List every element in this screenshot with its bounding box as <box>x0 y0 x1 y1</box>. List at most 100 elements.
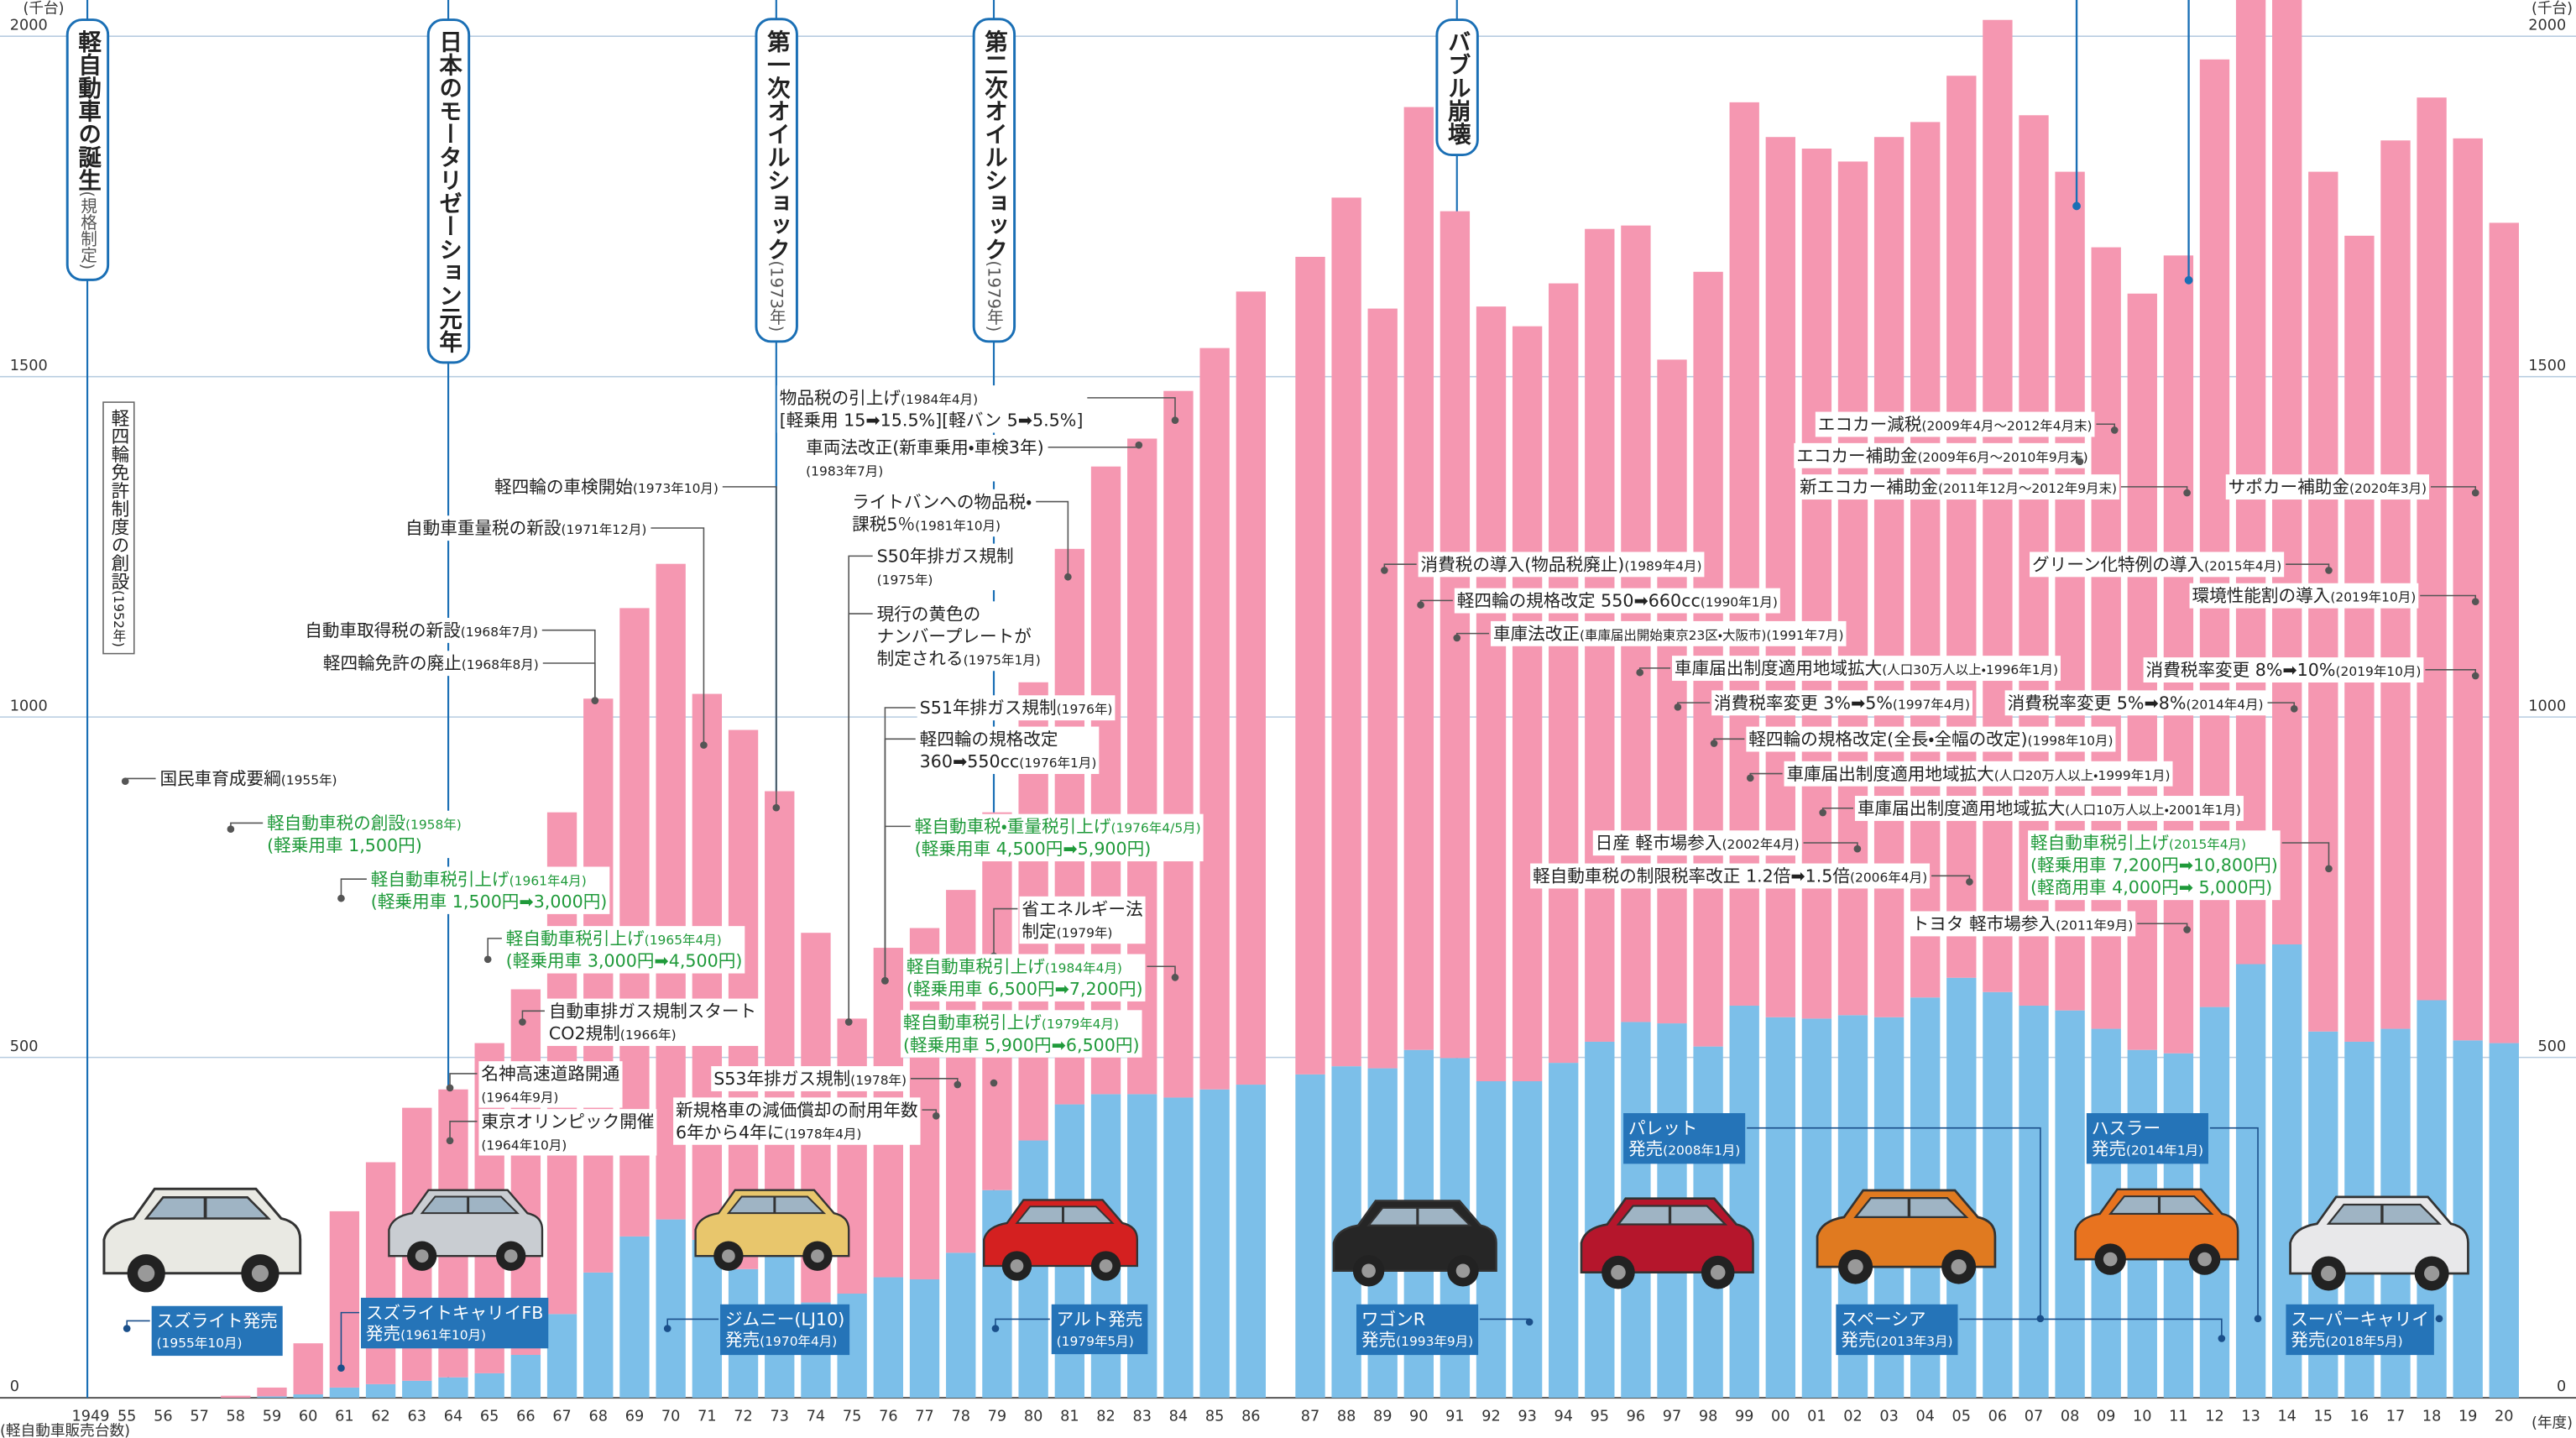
model-callout-text: ハスラー <box>2092 1118 2161 1138</box>
bar-lower <box>2236 965 2265 1399</box>
leader-dot <box>1711 740 1718 747</box>
x-tick-label: 67 <box>552 1409 571 1425</box>
leader-dot <box>227 825 235 833</box>
bar-upper <box>2272 0 2302 944</box>
leader-dot <box>1172 416 1179 424</box>
label-text: 軽自動車税引上げ <box>2030 833 2169 853</box>
label-text: 車庫届出制度適用地域拡大 <box>1786 764 1993 784</box>
bar-upper <box>1476 306 1506 1081</box>
label-text: 日産 軽市場参入 <box>1596 833 1722 853</box>
bar-upper <box>1368 309 1398 1069</box>
date-note: (1998年10月) <box>2028 734 2114 749</box>
y-axis-label: (千台) <box>23 0 64 18</box>
x-tick-label: 19 <box>2458 1409 2477 1425</box>
date-note: (1989年4月) <box>1624 558 1701 573</box>
event-dot <box>2072 202 2081 211</box>
leader-dot <box>2325 865 2333 872</box>
date-note: (2019年10月) <box>2336 664 2422 679</box>
bar-lower <box>366 1384 395 1398</box>
x-tick-label: 10 <box>2133 1409 2151 1425</box>
x-tick-label: 76 <box>879 1409 897 1425</box>
bar-upper <box>221 1396 250 1398</box>
annotation: 軽四輪の規格改定 550➡660cc(1990年1月) <box>1417 588 1780 614</box>
label-text: 360➡550cc <box>920 751 1020 771</box>
label-text: 軽自動車税引上げ <box>907 956 1045 976</box>
event-text: バブル崩壊 <box>1444 29 1471 144</box>
label-text: (軽乗用車 5,900円➡6,500円) <box>903 1035 1140 1055</box>
annotation-text: 車両法改正(新車乗用・車検3年) <box>806 437 1044 458</box>
date-note: (1984年4月) <box>901 392 978 407</box>
x-tick-label: 96 <box>1627 1409 1645 1425</box>
label-text: 車庫届出制度適用地域拡大 <box>1858 798 2065 818</box>
event-title: 第一次オイルショック <box>763 29 791 261</box>
bar-upper <box>330 1211 359 1388</box>
x-tick-label: 12 <box>2205 1409 2223 1425</box>
bar-upper <box>257 1388 286 1397</box>
annotation: 軽自動車税引上げ(1965年4月)(軽乗用車 3,000円➡4,500円) <box>484 926 745 973</box>
bar-lower <box>474 1373 504 1398</box>
label-text: 発売 <box>1628 1138 1663 1158</box>
bar-lower <box>438 1378 468 1398</box>
leader-dot <box>1453 635 1460 642</box>
leader-dot <box>2291 705 2298 713</box>
leader-dot <box>2472 489 2479 497</box>
date-note: (1970年4月) <box>760 1334 837 1349</box>
x-tick-label: 84 <box>1169 1409 1188 1425</box>
date-note: (2009年6月～2010年9月末) <box>1918 450 2088 465</box>
bar-lower <box>257 1396 286 1398</box>
x-tick-label: 00 <box>1771 1409 1790 1425</box>
label-text: ワゴンR <box>1361 1310 1425 1330</box>
x-tick-label: 20 <box>2495 1409 2513 1425</box>
leader-dot <box>1675 703 1682 711</box>
x-tick-label: 77 <box>915 1409 933 1425</box>
date-note: (2011年12月～2012年9月末) <box>1938 481 2117 496</box>
bar-lower <box>656 1220 685 1398</box>
y-tick-label: 1000 <box>10 698 48 714</box>
model-callout: スーパーキャリイ発売(2018年5月) <box>2286 1305 2443 1355</box>
label-text: 環境性能割の導入 <box>2192 586 2330 606</box>
bar-upper <box>765 792 794 1257</box>
date-note: (2015年4月) <box>2169 837 2246 852</box>
leader-dot <box>2255 1315 2262 1323</box>
y-axis-label-right: (千台) <box>2532 0 2573 18</box>
license-title: 軽四輪免許制度の創設 <box>108 409 129 590</box>
date-note: (1976年) <box>1057 702 1113 717</box>
bar-lower <box>2055 1011 2084 1398</box>
model-callout-text: パレット <box>1628 1118 1697 1138</box>
x-tick-label: 81 <box>1060 1409 1079 1425</box>
leader-dot <box>447 1137 454 1144</box>
date-note: (1976年1月) <box>1019 756 1096 771</box>
bar-lower <box>583 1273 613 1398</box>
date-note: (1964年10月) <box>481 1138 567 1153</box>
leader-dot <box>1064 573 1072 581</box>
annotation: 軽自動車税の制限税率改正 1.2倍➡1.5倍(2006年4月) <box>1530 864 1973 889</box>
date-note: (1978年4月) <box>784 1127 861 1142</box>
x-tick-label: 88 <box>1337 1409 1356 1425</box>
date-note: (1997年4月) <box>1893 697 1970 712</box>
date-note: (2015年4月) <box>2204 558 2281 573</box>
date-note: (1979年) <box>1057 925 1113 940</box>
x-tick-label: 70 <box>661 1409 680 1425</box>
label-text: スペーシア <box>1841 1310 1925 1330</box>
annotation-text: 名神高速道路開通 <box>481 1064 619 1084</box>
label-text: 自動車取得税の新設 <box>305 620 460 641</box>
x-tick-label: 74 <box>807 1409 825 1425</box>
leader-dot <box>2472 598 2479 605</box>
label-text: 現行の黄色の <box>877 604 981 624</box>
license-text: 軽四輪免許制度の創設(1952年) <box>108 409 129 647</box>
label-text: 名神高速道路開通 <box>481 1064 619 1084</box>
bar-lower <box>2490 1043 2519 1398</box>
bar-lower <box>1163 1097 1193 1398</box>
x-tick-label: 04 <box>1915 1409 1934 1425</box>
label-text: 軽四輪の規格改定 <box>920 729 1058 750</box>
leader-dot <box>447 1085 454 1092</box>
x-tick-label: 07 <box>2025 1409 2043 1425</box>
x-tick-label: 64 <box>444 1409 462 1425</box>
leader-dot <box>1747 774 1754 782</box>
bar-lower <box>2453 1040 2483 1398</box>
date-note: (1979年4月) <box>1042 1017 1119 1032</box>
date-note: (2013年3月) <box>1875 1334 1952 1349</box>
bar-lower <box>910 1279 939 1398</box>
label-text: S53年排ガス規制 <box>713 1069 850 1089</box>
x-tick-label: 58 <box>227 1409 245 1425</box>
